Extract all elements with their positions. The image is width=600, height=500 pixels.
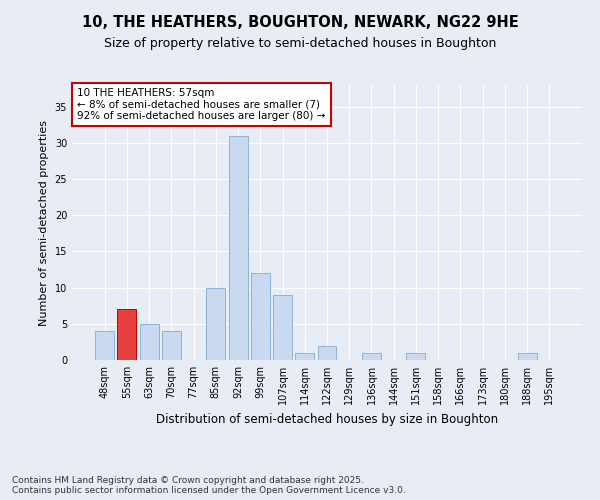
X-axis label: Distribution of semi-detached houses by size in Boughton: Distribution of semi-detached houses by … [156, 412, 498, 426]
Bar [317, 346, 337, 360]
Bar [118, 310, 136, 360]
Bar [362, 353, 381, 360]
Bar [229, 136, 248, 360]
Bar [140, 324, 158, 360]
Bar [251, 273, 270, 360]
Bar [162, 331, 181, 360]
Text: 10 THE HEATHERS: 57sqm
← 8% of semi-detached houses are smaller (7)
92% of semi-: 10 THE HEATHERS: 57sqm ← 8% of semi-deta… [77, 88, 325, 121]
Text: Size of property relative to semi-detached houses in Boughton: Size of property relative to semi-detach… [104, 38, 496, 51]
Bar [518, 353, 536, 360]
Bar [95, 331, 114, 360]
Text: 10, THE HEATHERS, BOUGHTON, NEWARK, NG22 9HE: 10, THE HEATHERS, BOUGHTON, NEWARK, NG22… [82, 15, 518, 30]
Bar [206, 288, 225, 360]
Bar [295, 353, 314, 360]
Text: Contains HM Land Registry data © Crown copyright and database right 2025.
Contai: Contains HM Land Registry data © Crown c… [12, 476, 406, 495]
Bar [406, 353, 425, 360]
Bar [273, 295, 292, 360]
Y-axis label: Number of semi-detached properties: Number of semi-detached properties [39, 120, 49, 326]
